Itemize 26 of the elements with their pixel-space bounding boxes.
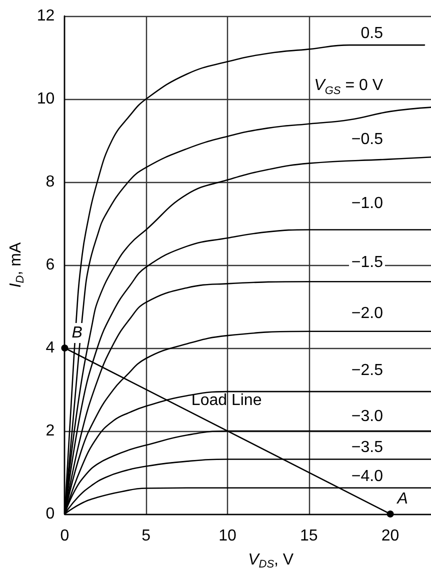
- series-label: −3.5: [349, 439, 385, 458]
- y-tick-label: 12: [36, 8, 55, 24]
- series-label: 0.5: [358, 25, 385, 44]
- series-label: −3.0: [349, 408, 385, 426]
- annotation: B: [72, 324, 83, 342]
- annotation: A: [396, 490, 408, 508]
- series-label: Load Line: [190, 392, 263, 410]
- y-tick-label: 2: [46, 422, 55, 440]
- x-tick-label: 10: [218, 528, 236, 544]
- series-label: −2.5: [349, 362, 385, 380]
- series-label: −1.5: [349, 254, 385, 272]
- x-tick-label: 5: [142, 528, 151, 544]
- x-tick-label: 20: [381, 528, 400, 544]
- y-axis-title: ID, mA: [8, 242, 26, 288]
- y-tick-label: 8: [46, 174, 55, 190]
- x-tick-label: 0: [60, 528, 70, 544]
- series-label: −4.0: [349, 468, 385, 486]
- series-label: −0.5: [349, 130, 385, 149]
- series-label: V$_{GS}$ = 0 V: [312, 76, 385, 97]
- y-tick-label: 0: [46, 506, 55, 522]
- series-label: −2.0: [349, 304, 385, 323]
- y-tick-label: 4: [46, 340, 55, 356]
- series-label: −1.0: [349, 195, 385, 214]
- y-tick-label: 6: [46, 256, 55, 274]
- y-tick-label: 10: [36, 90, 55, 108]
- x-tick-label: 15: [300, 528, 318, 544]
